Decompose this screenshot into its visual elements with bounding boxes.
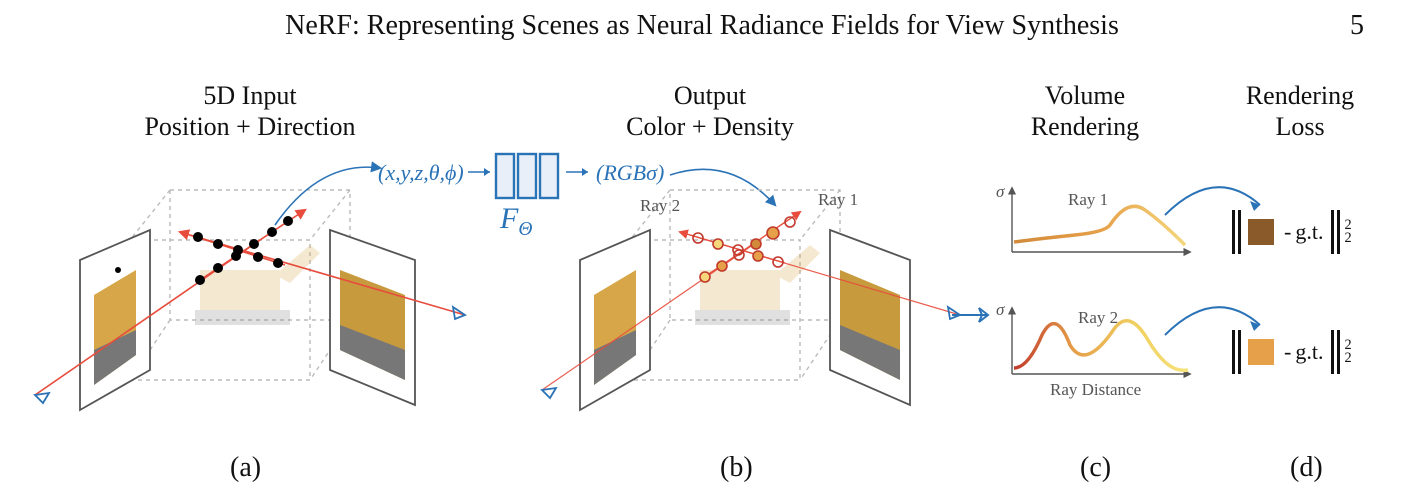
- ray1-plot-label: Ray 1: [1068, 190, 1108, 210]
- loss2-gt: g.t.: [1295, 339, 1323, 365]
- ftheta-F: F: [500, 202, 518, 235]
- ftheta-sub: Θ: [518, 219, 532, 240]
- panel-a-figure: [20, 150, 490, 450]
- arrow-to-rays: [670, 169, 775, 205]
- panel-d-title-line2: Loss: [1275, 112, 1324, 141]
- camera-left-b-icon: [542, 388, 556, 398]
- arrow-to-mlp-input: [275, 167, 380, 225]
- mlp-input-label: (x,y,z,θ,ϕ): [378, 160, 464, 186]
- image-plane-right-b: [830, 230, 910, 405]
- ray2-label: Ray 2: [640, 196, 680, 216]
- panel-d-title: Rendering Loss: [1210, 80, 1390, 142]
- loss1-gt: g.t.: [1295, 219, 1323, 245]
- panel-b-figure: [540, 150, 970, 450]
- arrow-into-mlp-icon: [466, 162, 496, 182]
- panel-a-letter: (a): [230, 452, 261, 484]
- panel-b-title-line1: Output: [674, 81, 746, 110]
- panel-c-title-line2: Rendering: [1031, 112, 1139, 141]
- ftheta-label: FΘ: [500, 202, 532, 241]
- loss1-swatch: [1248, 219, 1274, 245]
- panel-a-title: 5D Input Position + Direction: [90, 80, 410, 142]
- loss2-sub: 2: [1344, 352, 1351, 365]
- panel-b-title-line2: Color + Density: [626, 112, 794, 141]
- loss1-sub: 2: [1344, 232, 1351, 245]
- loss2-swatch: [1248, 339, 1274, 365]
- panel-c-title-line1: Volume: [1045, 81, 1125, 110]
- image-plane-left: [80, 230, 150, 410]
- camera-left-icon: [35, 393, 49, 403]
- panel-a-title-line2: Position + Direction: [144, 112, 355, 141]
- xaxis-label: Ray Distance: [1050, 380, 1141, 400]
- panel-c-title: Volume Rendering: [990, 80, 1180, 142]
- panel-d-title-line1: Rendering: [1246, 81, 1354, 110]
- panel-b-letter: (b): [720, 452, 753, 484]
- panel-c-letter: (c): [1080, 452, 1111, 484]
- image-plane-right: [330, 230, 415, 405]
- sigma-label-2: σ: [996, 300, 1004, 320]
- ray2-plot-label: Ray 2: [1078, 308, 1118, 328]
- panel-a-title-line1: 5D Input: [203, 81, 296, 110]
- panel-d-letter: (d): [1290, 452, 1323, 484]
- ray1-label: Ray 1: [818, 190, 858, 210]
- paper-running-title: NeRF: Representing Scenes as Neural Radi…: [0, 10, 1404, 42]
- image-plane-left-b: [580, 230, 650, 410]
- panel-b-title: Output Color + Density: [590, 80, 830, 142]
- arrow-to-volrender-icon: [950, 300, 1000, 330]
- loss-block-2: - g.t. 2 2: [1230, 330, 1352, 374]
- loss-block-1: - g.t. 2 2: [1230, 210, 1352, 254]
- sigma-label-1: σ: [996, 182, 1004, 202]
- page-number: 5: [1350, 10, 1364, 42]
